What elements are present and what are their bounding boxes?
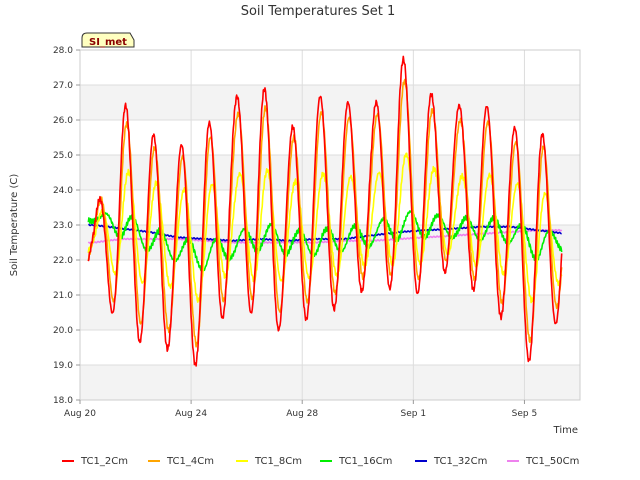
- series-line-tc1-50cm: [87, 228, 563, 244]
- y-tick-label: 21.0: [53, 291, 73, 301]
- y-tick-label: 18.0: [53, 396, 73, 406]
- series-line-tc1-16cm: [87, 210, 563, 273]
- legend-label: TC1_2Cm: [80, 456, 128, 467]
- legend: TC1_2Cm TC1_4Cm TC1_8Cm TC1_16Cm TC1_32Cm TC1…: [62, 456, 579, 467]
- legend-item-tc1-4cm: TC1_4Cm: [148, 456, 214, 467]
- y-tick-label: 25.0: [53, 151, 73, 161]
- y-tick-label: 19.0: [53, 361, 73, 371]
- y-tick-label: 20.0: [53, 326, 73, 336]
- station-badge: SI_met: [81, 32, 135, 48]
- plot-band: [80, 365, 580, 400]
- x-tick-label: Sep 5: [512, 409, 538, 419]
- series-line-tc1-8cm: [87, 152, 563, 304]
- y-tick-label: 26.0: [53, 116, 73, 126]
- x-tick-label: Sep 1: [401, 409, 427, 419]
- x-axis-title: Time: [553, 425, 578, 436]
- legend-label: TC1_50Cm: [525, 456, 579, 467]
- series-layer: [87, 55, 563, 367]
- legend-item-tc1-32cm: TC1_32Cm: [415, 456, 487, 467]
- legend-item-tc1-16cm: TC1_16Cm: [320, 456, 392, 467]
- plot-band: [80, 155, 580, 190]
- series-line-tc1-2cm: [87, 55, 563, 367]
- y-tick-label: 22.0: [53, 256, 73, 266]
- x-tick-label: Aug 20: [64, 409, 96, 419]
- plot-band: [80, 85, 580, 120]
- chart-title: Soil Temperatures Set 1: [241, 4, 396, 19]
- legend-label: TC1_16Cm: [338, 456, 392, 467]
- y-tick-label: 27.0: [53, 81, 73, 91]
- y-axis-ticks: 18.0 19.0 20.0 21.0 22.0 23.0 24.0 25.0 26.0 27.0…: [53, 46, 80, 406]
- legend-item-tc1-8cm: TC1_8Cm: [236, 456, 302, 467]
- y-tick-label: 28.0: [53, 46, 73, 56]
- y-axis-title: Soil Temperature (C): [9, 174, 20, 277]
- legend-item-tc1-50cm: TC1_50Cm: [507, 456, 579, 467]
- legend-label: TC1_8Cm: [254, 456, 302, 467]
- legend-label: TC1_4Cm: [166, 456, 214, 467]
- x-tick-label: Aug 28: [286, 409, 318, 419]
- plot-band: [80, 295, 580, 330]
- legend-item-tc1-2cm: TC1_2Cm: [62, 456, 128, 467]
- x-tick-label: Aug 24: [175, 409, 207, 419]
- station-badge-label: SI_met: [89, 37, 127, 48]
- legend-label: TC1_32Cm: [433, 456, 487, 467]
- y-tick-label: 24.0: [53, 186, 73, 196]
- x-axis-ticks: Aug 20 Aug 24 Aug 28 Sep 1 Sep 5: [64, 400, 537, 419]
- y-tick-label: 23.0: [53, 221, 73, 231]
